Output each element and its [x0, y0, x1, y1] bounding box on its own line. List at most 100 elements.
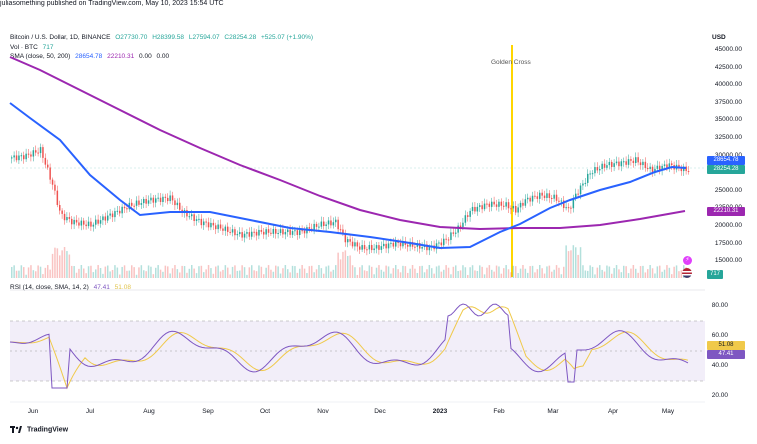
candle-body [339, 229, 342, 231]
volume-bar [498, 266, 500, 278]
volume-bar [601, 269, 603, 278]
candle-body [71, 218, 73, 225]
volume-bar [198, 266, 200, 278]
volume-bar [243, 267, 246, 278]
volume-bar [39, 266, 42, 278]
rsi-axis-tick: 20.00 [711, 392, 728, 399]
candle-body [428, 247, 431, 251]
candle-body [515, 206, 517, 213]
volume-bar [150, 266, 152, 278]
candle-body [666, 164, 668, 169]
lightning-event-icon[interactable]: ⚡ [683, 256, 692, 265]
time-axis-tick: 2023 [432, 408, 448, 415]
candle-body [363, 245, 366, 250]
candle-body [361, 245, 363, 250]
volume-bar [294, 266, 296, 278]
candle-body [164, 196, 167, 198]
volume-bar [447, 267, 450, 278]
volume-bar [128, 270, 131, 278]
candle-body [351, 241, 354, 247]
volume-bar [431, 268, 433, 278]
volume-bar [236, 270, 239, 278]
candle-body [85, 224, 87, 227]
volume-bar [164, 265, 167, 278]
candle-body [138, 200, 140, 205]
rsi-axis-tick: 80.00 [711, 302, 728, 309]
candle-body [371, 245, 373, 251]
candle-body [498, 201, 500, 207]
candle-body [75, 219, 78, 223]
currency-label: USD [712, 34, 726, 41]
candle-body [296, 230, 299, 235]
volume-bar [181, 265, 183, 278]
volume-bar [476, 270, 479, 278]
volume-bar [335, 265, 337, 278]
candle-body [248, 232, 251, 237]
volume-bar [66, 251, 68, 278]
volume-bar [399, 272, 402, 278]
volume-bar [503, 268, 505, 278]
candle-body [97, 219, 99, 224]
candle-body [558, 200, 560, 202]
volume-legend[interactable]: Vol · BTC 717 [10, 44, 56, 51]
candle-body [493, 201, 495, 205]
candle-body [155, 198, 157, 203]
volume-bar [615, 265, 618, 278]
volume-bar [251, 265, 253, 278]
volume-bar [291, 265, 294, 278]
volume-value: 717 [42, 44, 54, 51]
sma-legend[interactable]: SMA (close, 50, 200) 28654.78 22210.31 0… [10, 53, 172, 60]
volume-bar [296, 272, 299, 278]
rsi-sma-price-tag: 51.08 [707, 341, 745, 350]
us-flag-icon[interactable] [682, 268, 692, 278]
candle-body [630, 159, 632, 161]
candle-body [270, 232, 272, 234]
tradingview-logo[interactable]: TradingView [10, 426, 68, 433]
symbol-legend[interactable]: Bitcoin / U.S. Dollar, 1D, BINANCE O2773… [10, 34, 316, 41]
volume-bar [330, 271, 332, 278]
candle-body [236, 234, 239, 236]
volume-bar [51, 253, 54, 278]
candle-body [294, 230, 296, 232]
candle-body [80, 220, 83, 226]
candle-body [637, 157, 639, 163]
sma-slow-price-tag: 22210.31 [707, 207, 745, 216]
price-axis-tick: 32500.00 [714, 134, 742, 141]
candle-body [99, 220, 102, 224]
volume-bar [654, 273, 656, 278]
candle-body [387, 243, 390, 249]
sma-slow-value: 22210.31 [107, 53, 135, 60]
volume-bar [519, 268, 522, 278]
candle-body [651, 166, 654, 172]
candle-body [659, 165, 661, 171]
volume-bar [390, 273, 392, 278]
candle-body [680, 168, 683, 172]
candle-body [421, 247, 423, 249]
volume-bar [263, 274, 265, 278]
candle-body [66, 217, 68, 221]
rsi-line [9, 303, 689, 389]
volume-bar [522, 265, 524, 278]
candle-body [327, 220, 330, 225]
volume-bar [239, 270, 241, 278]
candle-body [611, 161, 613, 167]
candle-body [467, 215, 469, 217]
candle-body [560, 200, 563, 202]
volume-bar [303, 268, 306, 278]
volume-bar [366, 271, 368, 278]
candle-body [239, 232, 241, 235]
volume-bar [138, 267, 140, 278]
volume-bar [644, 272, 647, 278]
volume-bar [23, 267, 25, 278]
price-axis-tick: 17500.00 [714, 239, 742, 247]
sma-50-line [9, 102, 687, 250]
candle-body [635, 157, 637, 163]
candle-body [171, 195, 174, 201]
volume-bar [570, 250, 572, 278]
rsi-legend[interactable]: RSI (14, close, SMA, 14, 2) 47.41 51.08 [10, 284, 134, 291]
candle-body [440, 242, 443, 246]
candle-body [35, 150, 37, 153]
candle-body [258, 229, 260, 236]
volume-bar [577, 254, 579, 278]
